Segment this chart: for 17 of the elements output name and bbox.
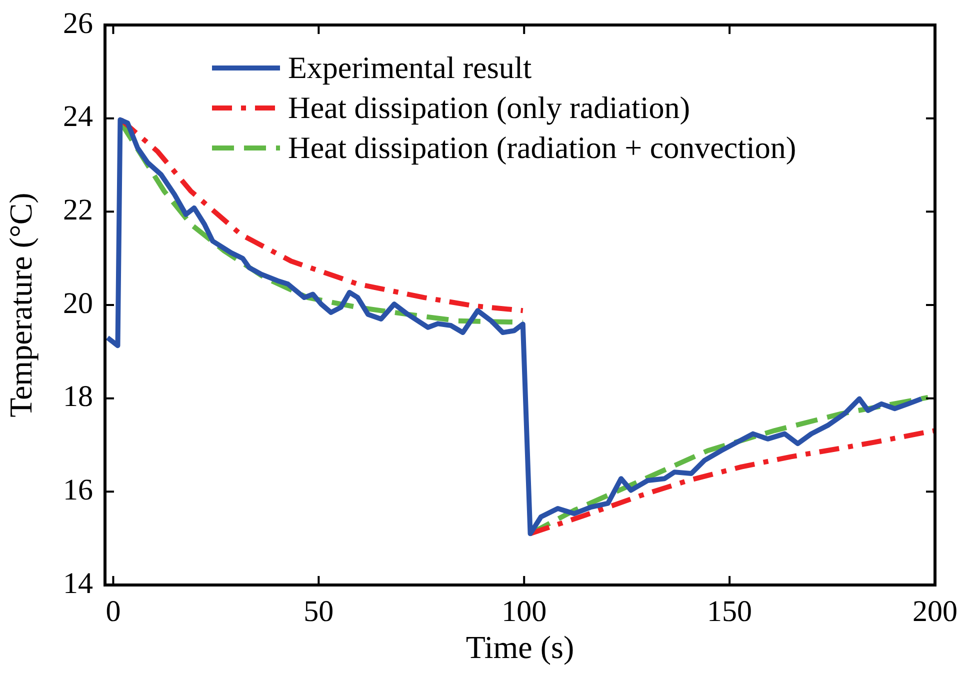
legend-label: Heat dissipation (only radiation)	[288, 89, 690, 127]
x-tick-label: 50	[304, 594, 334, 628]
y-tick-label: 22	[63, 194, 93, 227]
x-tick-label: 150	[707, 594, 752, 628]
x-axis-title: Time (s)	[466, 629, 574, 666]
y-tick-label: 24	[63, 100, 93, 134]
legend-label: Experimental result	[288, 49, 532, 87]
legend-label: Heat dissipation (radiation + convection)	[288, 129, 796, 167]
y-tick-label: 14	[63, 566, 93, 600]
y-tick-label: 16	[63, 474, 93, 507]
y-tick-label: 20	[63, 286, 93, 320]
x-tick-label: 0	[106, 594, 121, 628]
x-tick-label: 100	[502, 594, 547, 628]
y-tick-label: 18	[63, 380, 93, 414]
x-tick-label: 200	[912, 594, 958, 628]
y-axis-title: Temperature (°C)	[2, 192, 39, 418]
y-tick-label: 26	[63, 6, 93, 40]
